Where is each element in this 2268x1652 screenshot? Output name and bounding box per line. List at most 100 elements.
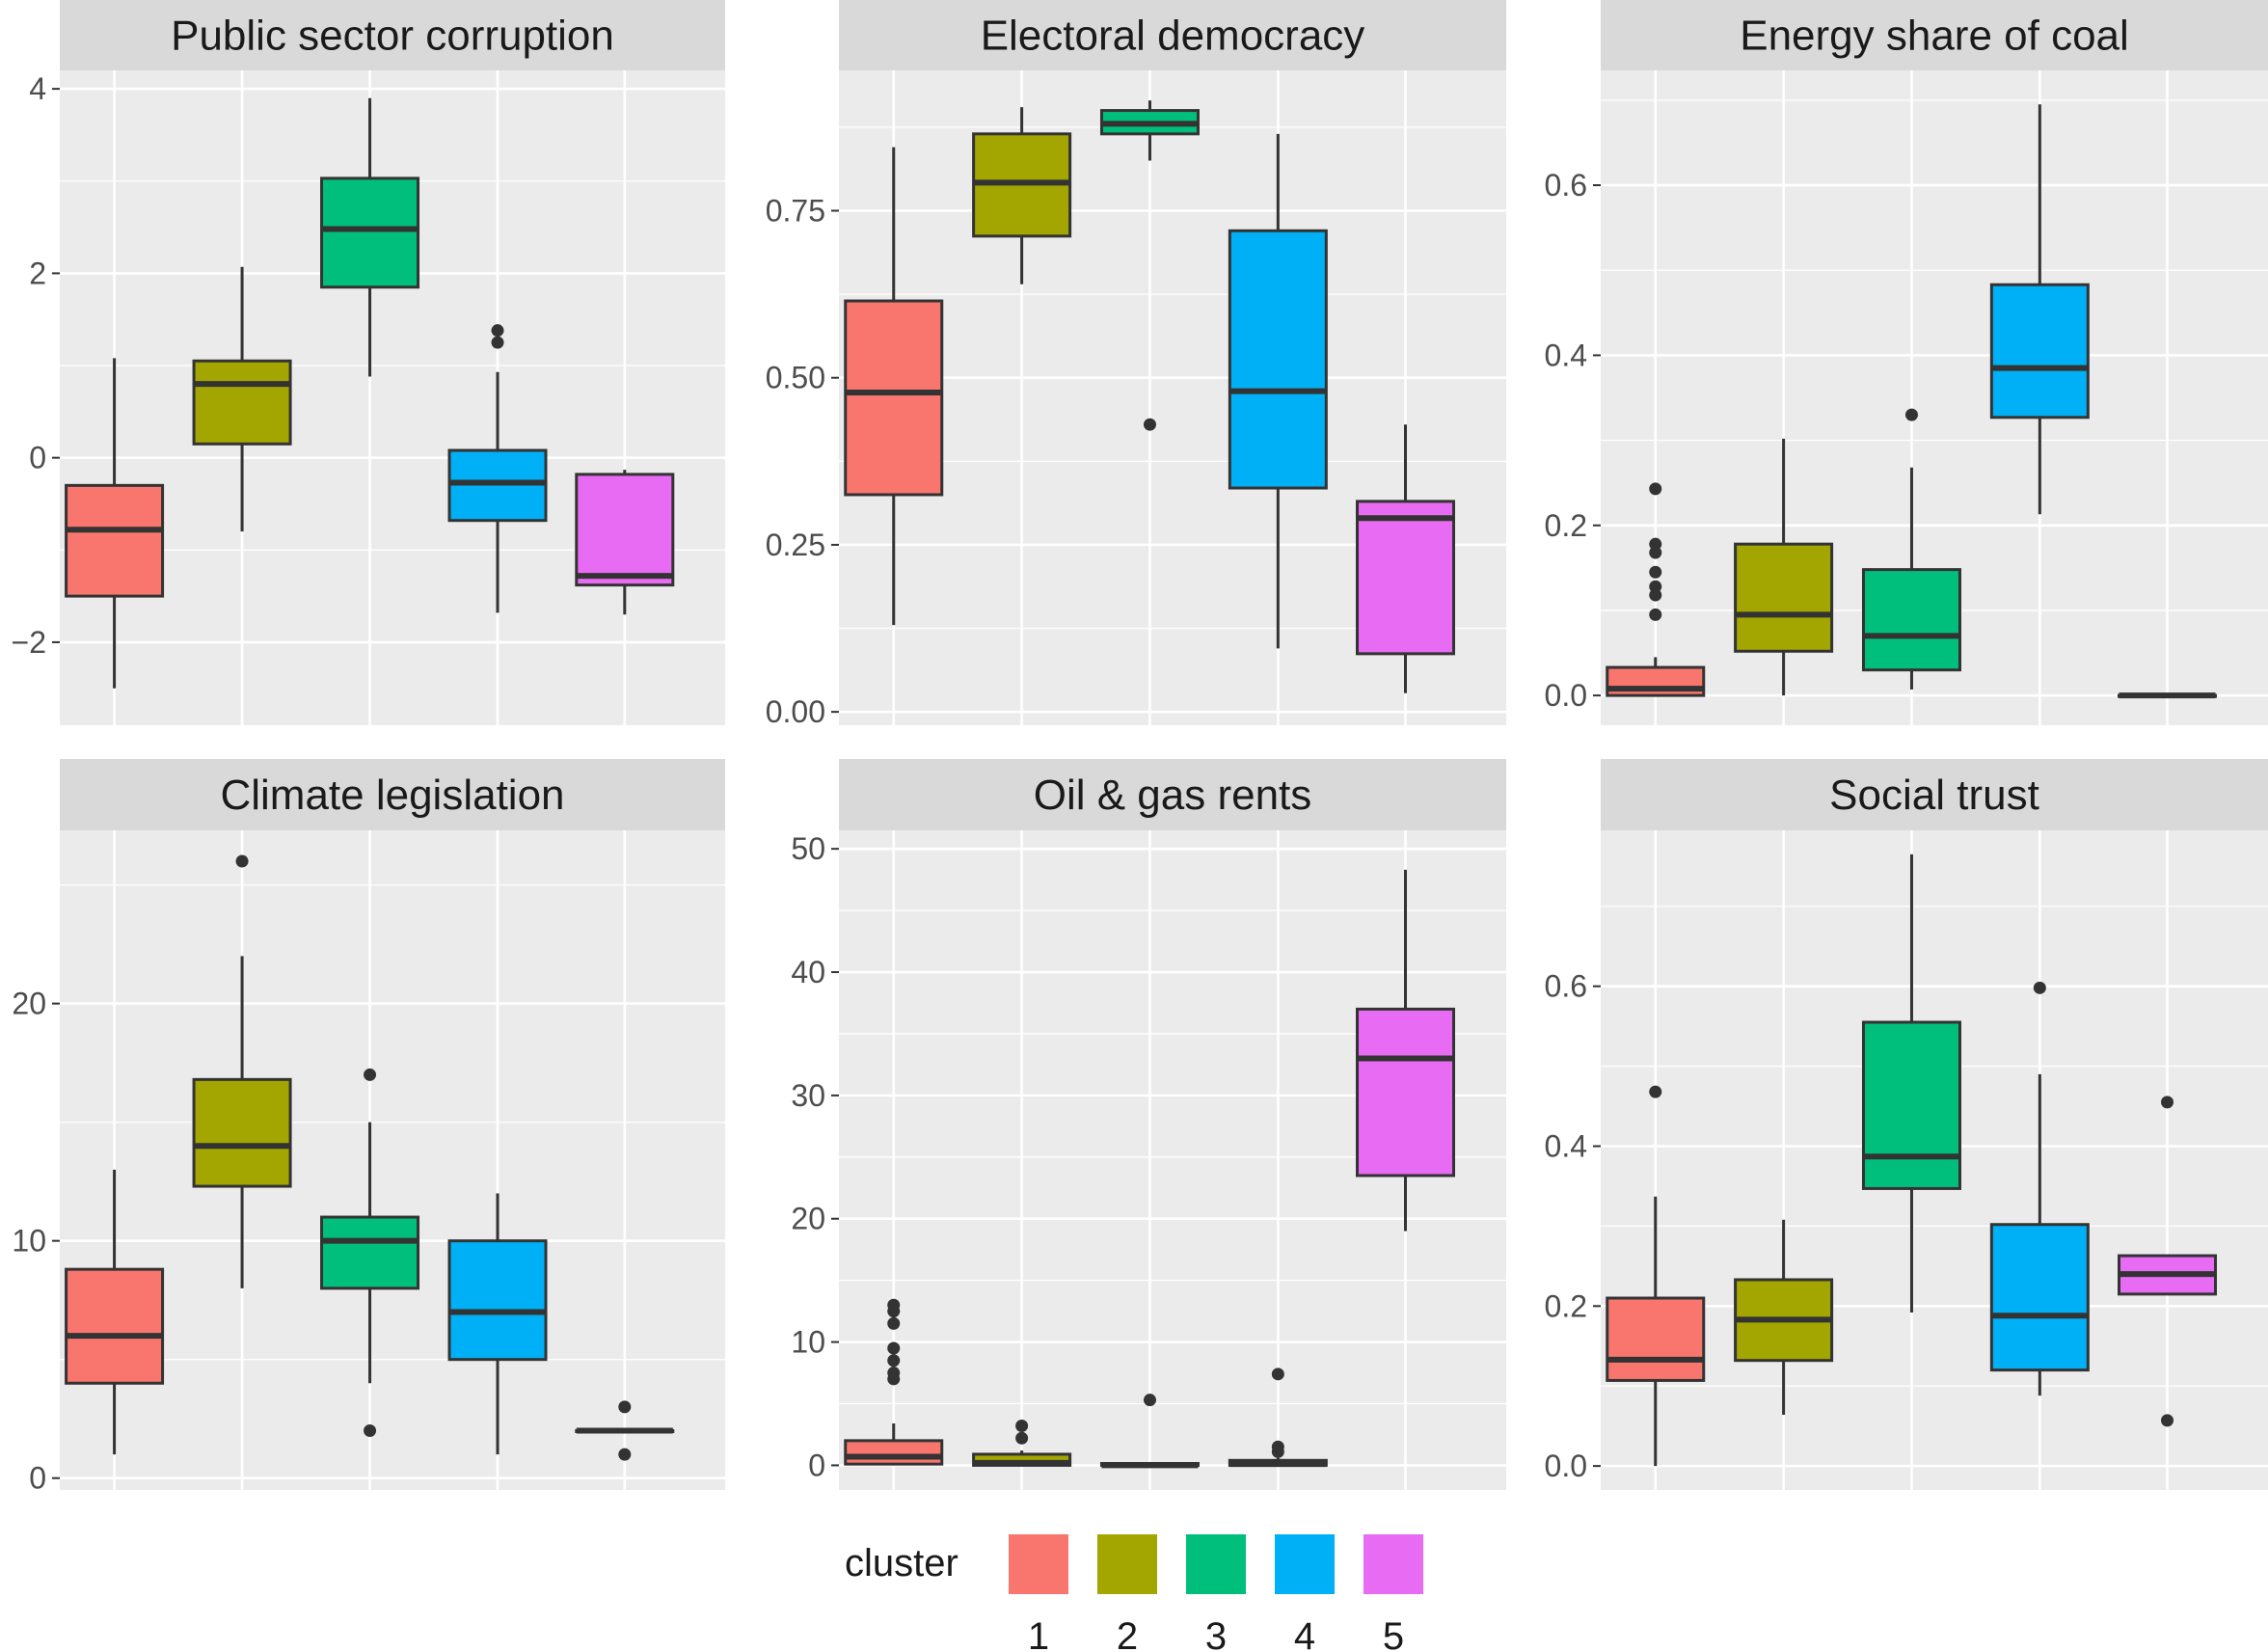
y-tick-label: 2 (29, 256, 46, 290)
box (844, 299, 944, 497)
box-cluster-3 (1861, 853, 1961, 1313)
legend-key-swatch (1186, 1534, 1246, 1594)
box-cluster-5 (2118, 1096, 2218, 1427)
y-tick-label: 30 (791, 1078, 825, 1113)
box-cluster-3 (320, 97, 420, 377)
y-tick-label: 0 (29, 441, 46, 475)
box-cluster-4 (447, 1193, 548, 1455)
facet-panels: Public sector corruption −2 0 2 4 Electoral d… (12, 0, 2268, 1496)
y-tick-label: 0.6 (1545, 969, 1587, 1004)
box (1989, 1223, 2090, 1372)
outlier-point (2161, 1096, 2174, 1109)
facet-title: Electoral democracy (981, 13, 1365, 60)
box-cluster-2 (192, 266, 292, 532)
box-cluster-4 (1989, 104, 2090, 515)
legend-key-label: 1 (1028, 1615, 1049, 1652)
y-tick-label: 10 (12, 1224, 46, 1259)
legend-key-swatch (1009, 1534, 1068, 1594)
legend-title: cluster (845, 1542, 958, 1584)
box (1734, 542, 1834, 653)
facet-strip (60, 0, 725, 70)
legend-key-swatch (1097, 1534, 1157, 1594)
y-tick-label: 0.0 (1545, 1449, 1587, 1483)
legend-key-label: 4 (1294, 1615, 1315, 1652)
y-tick-label: 0 (808, 1448, 825, 1482)
y-tick-label: 0.0 (1545, 678, 1587, 713)
box (1356, 1007, 1456, 1178)
box-cluster-1 (844, 1298, 944, 1466)
legend-key-swatch (1364, 1534, 1423, 1594)
box-cluster-4 (1228, 133, 1328, 649)
box-cluster-3 (320, 1068, 420, 1437)
box (1356, 500, 1456, 656)
outlier-point (235, 854, 249, 868)
box (447, 1239, 548, 1362)
y-tick-label: 50 (791, 831, 825, 866)
outlier-point (1015, 1420, 1029, 1433)
box-cluster-2 (1734, 1219, 1834, 1416)
outlier-point (1649, 608, 1662, 621)
outlier-point (1271, 1440, 1284, 1453)
y-tick-label: −2 (12, 625, 46, 660)
outlier-point (887, 1298, 901, 1312)
box (1989, 283, 2090, 420)
box (1861, 568, 1961, 672)
outlier-point (364, 1068, 377, 1081)
y-tick-label: 0.00 (766, 694, 825, 729)
outlier-point (1015, 1431, 1029, 1445)
box (192, 1077, 292, 1188)
box (65, 483, 165, 598)
box (1861, 1020, 1961, 1190)
facet-title: Climate legislation (220, 772, 564, 819)
facet-panel: Oil & gas rents 0 10 20 30 40 50 (791, 759, 1506, 1490)
y-tick-label: 0.50 (766, 361, 825, 395)
y-tick-label: 0.2 (1545, 1288, 1587, 1323)
box-cluster-5 (2118, 692, 2218, 699)
outlier-point (887, 1341, 901, 1355)
box-cluster-3 (1099, 100, 1200, 431)
outlier-point (887, 1316, 901, 1330)
outlier-point (887, 1354, 901, 1368)
legend-key-label: 2 (1117, 1615, 1138, 1652)
y-tick-label: 0.2 (1545, 508, 1587, 543)
box (575, 473, 675, 587)
box-cluster-1 (844, 147, 944, 626)
box (320, 1215, 420, 1290)
outlier-point (1649, 482, 1662, 496)
y-tick-label: 0.75 (766, 194, 825, 229)
facet-strip (839, 0, 1506, 70)
y-tick-label: 10 (791, 1325, 825, 1360)
outlier-point (2033, 981, 2046, 994)
outlier-point (2161, 1414, 2174, 1427)
facet-panel: Electoral democracy 0.00 0.25 0.50 0.75 (766, 0, 1506, 729)
outlier-point (364, 1423, 377, 1437)
box (65, 1267, 165, 1385)
legend-key-swatch (1275, 1534, 1335, 1594)
y-tick-label: 4 (29, 71, 46, 106)
outlier-point (491, 324, 504, 338)
y-tick-label: 40 (791, 955, 825, 989)
outlier-point (1143, 418, 1156, 431)
box-cluster-1 (65, 358, 165, 689)
box-cluster-2 (972, 1420, 1072, 1467)
facet-title: Social trust (1829, 772, 2039, 819)
outlier-point (1649, 580, 1662, 593)
facet-strip (1601, 0, 2268, 70)
y-tick-label: 0.6 (1545, 168, 1587, 203)
box-cluster-1 (65, 1169, 165, 1455)
legend: cluster 1 2 3 4 5 (845, 1534, 1423, 1652)
outlier-point (618, 1400, 632, 1414)
box-cluster-3 (1861, 408, 1961, 690)
legend-keys: 1 2 3 4 5 (1009, 1534, 1423, 1652)
outlier-point (1649, 537, 1662, 551)
box-cluster-1 (1606, 1085, 1706, 1467)
facet-strip (839, 759, 1506, 830)
y-tick-label: 0 (29, 1461, 46, 1496)
box-cluster-3 (1099, 1394, 1200, 1469)
legend-key-label: 5 (1383, 1615, 1404, 1652)
outlier-point (491, 336, 504, 349)
box-cluster-2 (1734, 438, 1834, 696)
outlier-point (1649, 565, 1662, 579)
panel-background (60, 830, 725, 1490)
